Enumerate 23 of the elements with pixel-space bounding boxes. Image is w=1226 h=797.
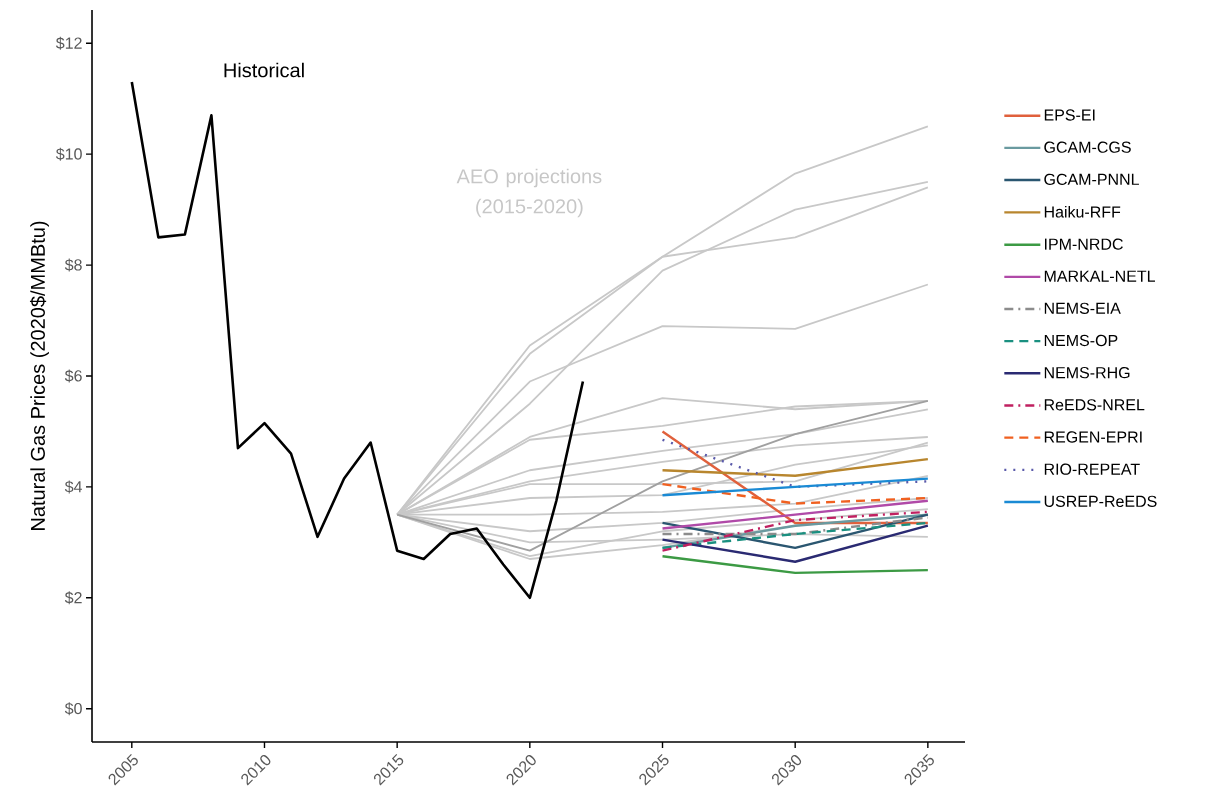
y-tick-label: $12 (55, 36, 82, 50)
y-tick-label: $8 (64, 258, 82, 272)
legend-label: USREP-ReEDS (1044, 495, 1157, 507)
legend-label: GCAM-PNNL (1044, 173, 1139, 186)
y-tick-label: $0 (64, 702, 82, 716)
legend-label: Haiku-RFF (1044, 205, 1121, 218)
legend-label: NEMS-RHG (1044, 366, 1130, 379)
legend-label: GCAM-CGS (1044, 141, 1131, 153)
legend-label: MARKAL-NETL (1044, 270, 1155, 282)
y-tick-label: $4 (64, 480, 83, 494)
legend-label: NEMS-EIA (1044, 302, 1121, 314)
y-tick-label: $2 (64, 591, 82, 605)
annotation: AEO projections (2015-2020) (456, 168, 602, 218)
y-tick-label: $10 (55, 147, 82, 161)
legend-label: REGEN-EPRI (1044, 431, 1142, 443)
legend-label: RIO-REPEAT (1044, 463, 1140, 475)
legend-label: NEMS-OP (1044, 334, 1118, 347)
legend-label: ReEDS-NREL (1044, 399, 1145, 411)
y-tick-label: $6 (64, 369, 82, 383)
annotation: Historical (224, 62, 304, 78)
y-axis-title: Natural Gas Prices (2020$/MMBtu) (29, 221, 49, 530)
legend-label: IPM-NRDC (1044, 238, 1123, 250)
legend-label: EPS-EI (1044, 109, 1095, 121)
